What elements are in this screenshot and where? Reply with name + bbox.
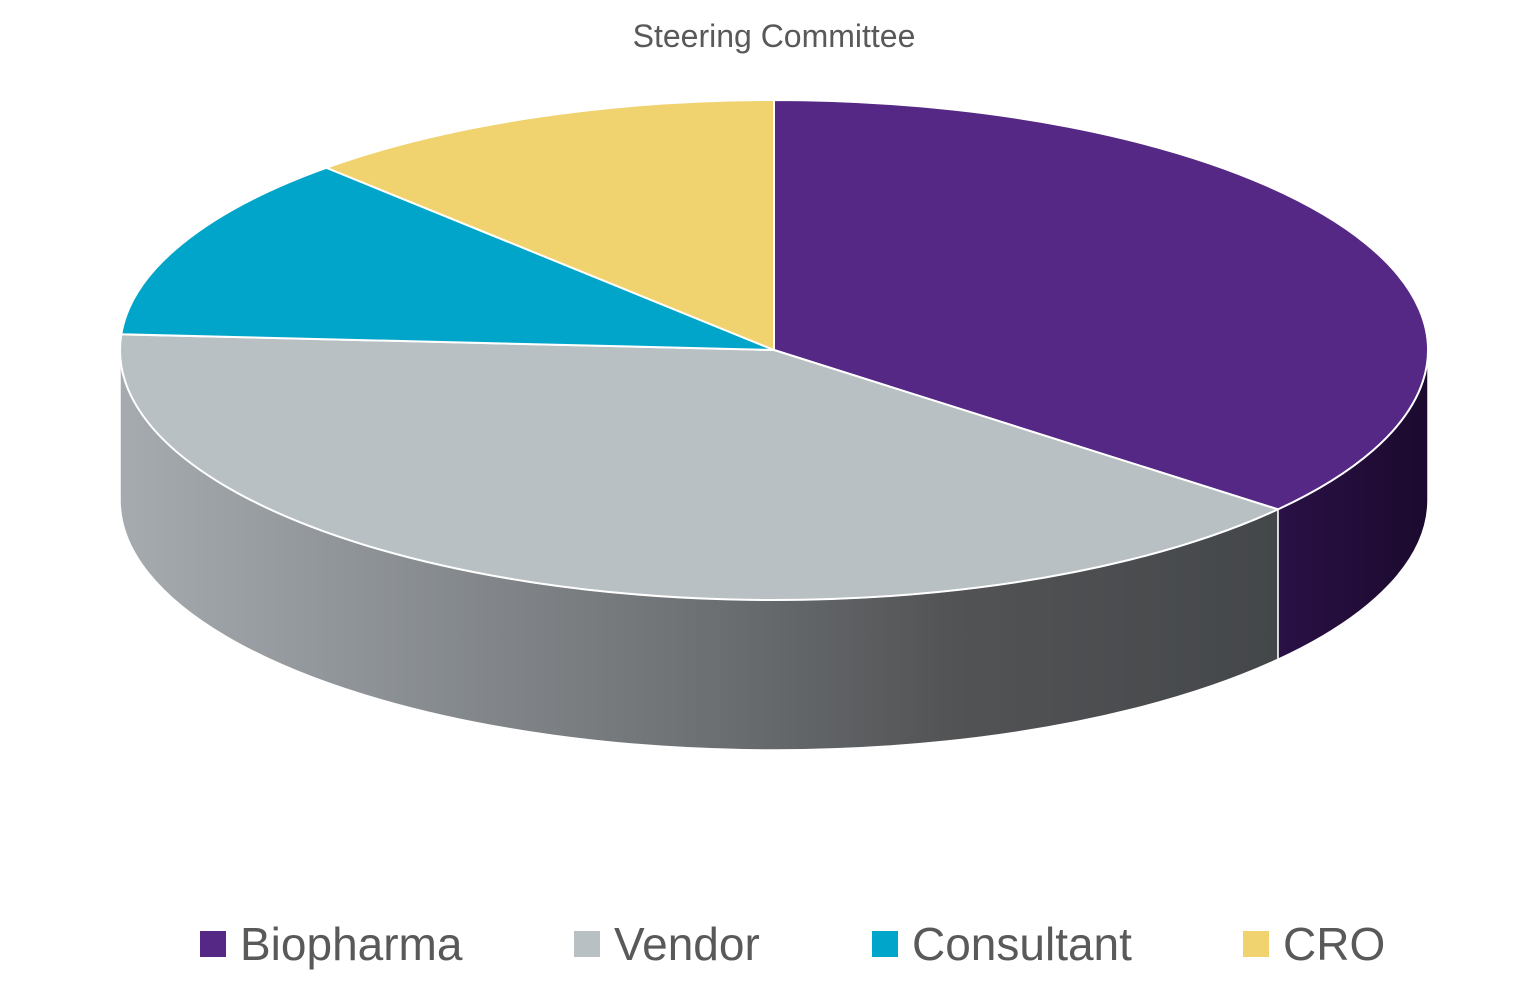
- legend-item-vendor: Vendor: [574, 912, 760, 976]
- legend-swatch-consultant: [872, 931, 898, 957]
- pie-slice-cro[interactable]: [325, 99, 775, 351]
- legend-swatch-biopharma: [200, 931, 226, 957]
- legend: Biopharma Vendor Consultant CRO: [0, 912, 1536, 982]
- legend-item-biopharma: Biopharma: [200, 912, 462, 976]
- chart-title: Steering Committee: [632, 18, 916, 54]
- legend-label-consultant: Consultant: [912, 918, 1132, 970]
- legend-label-biopharma: Biopharma: [240, 918, 463, 970]
- legend-item-cro: CRO: [1243, 912, 1385, 976]
- legend-label-vendor: Vendor: [614, 918, 760, 970]
- legend-item-consultant: Consultant: [872, 912, 1132, 976]
- pie-slice-consultant[interactable]: [120, 166, 775, 351]
- pie-top-layer: [118, 99, 1429, 601]
- pie-slice-vendor[interactable]: [118, 333, 1279, 601]
- pie-slice-biopharma[interactable]: [773, 99, 1429, 511]
- legend-swatch-vendor: [574, 931, 600, 957]
- legend-label-cro: CRO: [1283, 918, 1386, 970]
- legend-swatch-cro: [1243, 931, 1269, 957]
